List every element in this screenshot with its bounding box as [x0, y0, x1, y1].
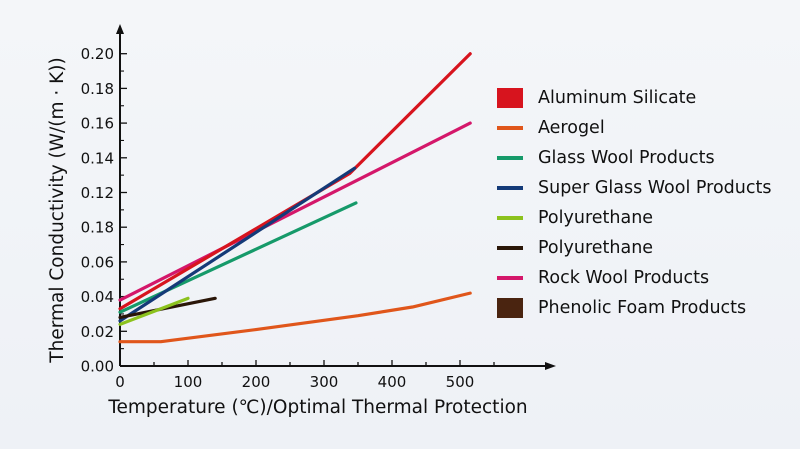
legend-swatch-color — [497, 126, 523, 130]
series-line-glass-wool-products — [118, 201, 358, 314]
legend-label: Aluminum Silicate — [538, 88, 697, 108]
x-axis-title: Temperature (℃)/Optimal Thermal Protecti… — [107, 397, 527, 418]
y-tick-label: 0.00 — [81, 358, 114, 376]
legend-swatch-color — [497, 156, 523, 160]
x-axis-arrow — [545, 362, 556, 370]
legend-swatch — [497, 186, 524, 190]
legend-swatch-color — [497, 276, 523, 280]
legend-swatch-color — [497, 246, 523, 250]
legend-swatch — [497, 126, 524, 130]
axes: 0 100 200 300 400 500 0.00 0.02 0.04 0.06 0.18 0.12… — [81, 24, 556, 391]
y-tick-label: 0.14 — [81, 149, 114, 167]
x-tick-label: 100 — [174, 373, 203, 391]
y-tick-label: 0.16 — [81, 115, 114, 133]
legend-swatch — [497, 88, 524, 108]
legend-item: Aluminum Silicate — [497, 83, 771, 113]
y-tick-label: 0.06 — [81, 253, 114, 271]
legend-label: Rock Wool Products — [538, 268, 710, 288]
legend-item: Glass Wool Products — [497, 143, 771, 173]
legend: Aluminum Silicate Aerogel Glass Wool Produ… — [497, 83, 771, 323]
x-tick-label: 400 — [378, 373, 407, 391]
legend-swatch-color — [497, 88, 523, 108]
x-tick-label: 0 — [115, 373, 125, 391]
series-line-aerogel — [118, 291, 472, 344]
series-line-polyurethane — [118, 296, 190, 326]
legend-swatch — [497, 156, 524, 160]
legend-swatch — [497, 216, 524, 220]
legend-item: Polyurethane — [497, 203, 771, 233]
y-tick-label: 0.02 — [81, 323, 114, 341]
x-tick-label: 200 — [242, 373, 271, 391]
y-tick-label: 0.12 — [81, 184, 114, 202]
legend-label: Glass Wool Products — [538, 148, 715, 168]
legend-item: Rock Wool Products — [497, 263, 771, 293]
legend-swatch — [497, 246, 524, 250]
y-tick-label: 0.04 — [81, 288, 114, 306]
series-line-aluminum-silicate — [118, 52, 472, 311]
legend-swatch-color — [497, 298, 523, 318]
x-tick-label: 500 — [446, 373, 475, 391]
legend-label: Phenolic Foam Products — [538, 298, 747, 318]
legend-swatch-color — [497, 186, 523, 190]
series-line-rock-wool-products — [118, 121, 472, 302]
legend-label: Polyurethane — [538, 208, 654, 228]
y-tick-label: 0.18 — [81, 219, 114, 237]
series-line-polyurethane — [118, 296, 217, 320]
y-tick-label: 0.18 — [81, 80, 114, 98]
legend-label: Polyurethane — [538, 238, 654, 258]
y-axis-arrow — [116, 24, 124, 34]
legend-item: Super Glass Wool Products — [497, 173, 771, 203]
x-tick-label: 300 — [310, 373, 339, 391]
legend-swatch — [497, 298, 524, 318]
legend-item: Aerogel — [497, 113, 771, 143]
legend-item: Phenolic Foam Products — [497, 293, 771, 323]
series-lines — [118, 52, 472, 344]
series-line-super-glass-wool-products — [118, 166, 357, 323]
legend-swatch — [497, 276, 524, 280]
y-tick-label: 0.20 — [81, 45, 114, 63]
legend-label: Aerogel — [538, 118, 605, 138]
legend-swatch-color — [497, 216, 523, 220]
legend-label: Super Glass Wool Products — [538, 178, 772, 198]
y-axis-title: Thermal Conductivity (W/(m · K)) — [47, 57, 68, 363]
legend-item: Polyurethane — [497, 233, 771, 263]
